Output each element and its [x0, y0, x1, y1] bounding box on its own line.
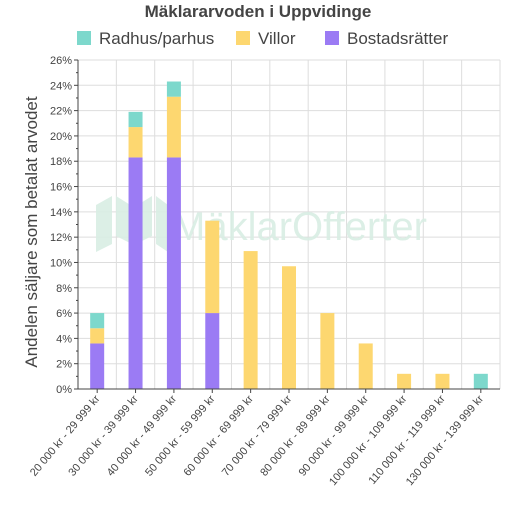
x-tick-label: 100 000 kr - 109 999 kr — [327, 393, 410, 488]
bar-segment-villor[interactable] — [243, 251, 258, 389]
bars — [90, 81, 488, 389]
y-tick-label: 20% — [50, 131, 72, 143]
x-tick-label: 40 000 kr - 49 999 kr — [105, 393, 180, 479]
legend-item-radhus-parhus[interactable]: Radhus/parhus — [77, 29, 214, 48]
legend-label: Villor — [258, 29, 296, 48]
bar-segment-villor[interactable] — [435, 373, 450, 389]
bar-segment-villor[interactable] — [282, 266, 296, 389]
axes: 0% 2% 4% 6% 8% 10% 12% 14% 16% 18% 20% 22% 24% 26% 20 … — [28, 55, 500, 488]
y-tick-label: 14% — [50, 207, 72, 219]
y-tick-label: 22% — [50, 106, 72, 118]
grid — [77, 59, 501, 390]
bar-segment-villor[interactable] — [128, 127, 143, 158]
bar-segment-villor[interactable] — [90, 328, 105, 344]
y-tick-label: 2% — [56, 359, 72, 371]
legend-swatch — [77, 31, 91, 45]
x-tick-label: 110 000 kr - 119 999 kr — [366, 393, 447, 487]
legend-item-bostadsr-tter[interactable]: Bostadsrätter — [325, 29, 448, 48]
bar-segment-bostadsr-tter[interactable] — [128, 157, 143, 389]
y-tick-label: 0% — [56, 384, 72, 396]
legend-swatch — [325, 31, 339, 45]
y-tick-label: 6% — [56, 308, 72, 320]
bar-segment-villor[interactable] — [320, 313, 335, 389]
y-tick-label: 26% — [50, 55, 72, 67]
bar-segment-villor[interactable] — [358, 343, 373, 389]
y-tick-label: 4% — [56, 333, 72, 345]
bar-segment-bostadsr-tter[interactable] — [166, 157, 181, 389]
bar-segment-villor[interactable] — [205, 220, 220, 314]
x-tick-label: 130 000 kr - 139 999 kr — [404, 393, 487, 488]
legend-label: Bostadsrätter — [347, 29, 448, 48]
y-tick-label: 10% — [50, 257, 72, 269]
y-tick-label: 12% — [50, 232, 72, 244]
y-axis-label: Andelen säljare som betalat arvodet — [22, 96, 41, 367]
y-tick-label: 16% — [50, 182, 72, 194]
bar-segment-villor[interactable] — [397, 373, 412, 389]
bar-segment-bostadsr-tter[interactable] — [205, 313, 220, 389]
bar-segment-radhus-parhus[interactable] — [90, 313, 105, 329]
x-tick-label: 90 000 kr - 99 999 kr — [297, 393, 372, 479]
legend: Radhus/parhus Villor Bostadsrätter — [77, 29, 448, 48]
x-tick-label: 70 000 kr - 79 999 kr — [220, 393, 295, 479]
legend-label: Radhus/parhus — [99, 29, 214, 48]
bar-segment-villor[interactable] — [166, 96, 181, 158]
y-tick-label: 8% — [56, 283, 72, 295]
bar-segment-radhus-parhus[interactable] — [128, 111, 143, 128]
y-tick-label: 24% — [50, 80, 72, 92]
bar-segment-radhus-parhus[interactable] — [166, 81, 181, 97]
bar-segment-bostadsr-tter[interactable] — [90, 343, 105, 389]
watermark: MäklarOfferter — [96, 196, 427, 252]
legend-item-villor[interactable]: Villor — [236, 29, 296, 48]
x-tick-label: 80 000 kr - 89 999 kr — [258, 393, 333, 479]
x-tick-label: 50 000 kr - 59 999 kr — [143, 393, 218, 479]
x-tick-label: 20 000 kr - 29 999 kr — [28, 393, 103, 479]
chart-title: Mäklararvoden i Uppvidinge — [145, 2, 372, 21]
x-tick-label: 60 000 kr - 69 999 kr — [181, 393, 256, 479]
bar-segment-radhus-parhus[interactable] — [473, 373, 488, 389]
y-tick-label: 18% — [50, 156, 72, 168]
legend-swatch — [236, 31, 250, 45]
x-tick-label: 30 000 kr - 39 999 kr — [66, 393, 141, 479]
